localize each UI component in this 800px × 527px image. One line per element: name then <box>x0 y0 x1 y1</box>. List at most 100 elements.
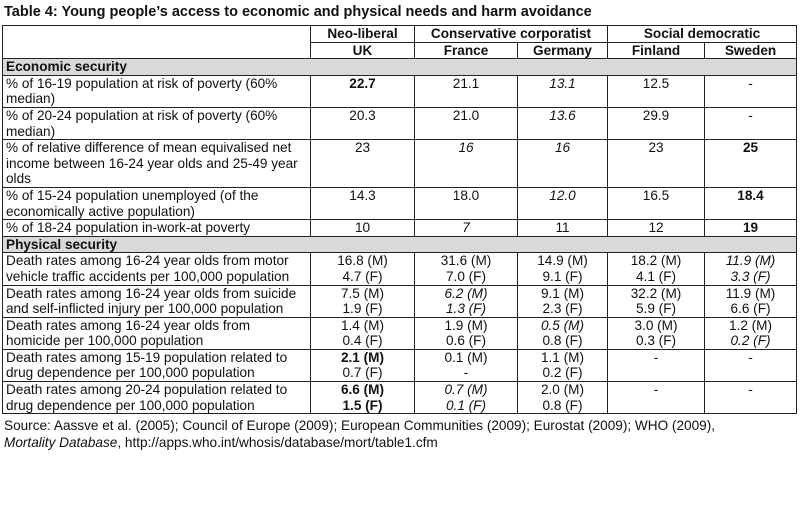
table-row: % of 20-24 population at risk of poverty… <box>2 106 798 141</box>
cell-france: 0.7 (M) 0.1 (F) <box>414 381 518 415</box>
source-database-name: Mortality Database <box>4 435 118 451</box>
value-female: 9.1 (F) <box>542 268 583 284</box>
table-row: Death rates among 16-24 year olds from m… <box>2 252 798 286</box>
header-group-conservative: Conservative corporatist <box>413 25 609 43</box>
cell-sweden: 25 <box>704 139 798 188</box>
cell-germany: 16 <box>516 139 609 188</box>
cell-france: 21.0 <box>414 106 518 141</box>
row-label: Death rates among 16-24 year olds from s… <box>2 284 311 318</box>
cell-sweden: 11.9 (M) 3.3 (F) <box>704 252 798 286</box>
cell-sweden: 1.2 (M) 0.2 (F) <box>704 316 798 350</box>
cell-finland: 3.0 (M) 0.3 (F) <box>607 316 706 350</box>
header-country-france: France <box>414 41 518 60</box>
value-male: 14.9 (M) <box>537 253 588 269</box>
cell-germany: 0.5 (M) 0.8 (F) <box>516 316 609 350</box>
value-male: 9.1 (M) <box>540 285 585 301</box>
value-female: 0.7 (F) <box>342 365 383 381</box>
cell-finland: 12.5 <box>607 74 706 108</box>
value-male: 18.2 (M) <box>630 253 682 269</box>
cell-sweden: 18.4 <box>704 186 798 221</box>
cell-sweden: - <box>704 106 798 141</box>
cell-uk: 23 <box>310 139 415 188</box>
value-male: 0.1 (M) <box>444 349 488 365</box>
row-label: Death rates among 15-19 population relat… <box>2 348 311 383</box>
cell-finland: 29.9 <box>607 106 706 141</box>
header-country-uk: UK <box>310 41 415 60</box>
cell-sweden: - <box>704 348 798 383</box>
cell-finland: 23 <box>607 139 706 188</box>
value-female: 0.3 (F) <box>636 333 677 349</box>
data-table: Neo-liberal Conservative corporatist Soc… <box>1 24 798 415</box>
cell-finland: 32.2 (M) 5.9 (F) <box>607 284 706 318</box>
cell-uk: 20.3 <box>310 106 415 141</box>
cell-germany: 12.0 <box>516 186 609 221</box>
cell-france: 16 <box>414 139 518 188</box>
value-male: 1.4 (M) <box>340 317 385 333</box>
value-female: 0.1 (F) <box>445 397 487 413</box>
cell-sweden: 11.9 (M) 6.6 (F) <box>704 284 798 318</box>
table-row: % of 16-19 population at risk of poverty… <box>2 74 798 108</box>
cell-france: 18.0 <box>414 186 518 221</box>
value-female: 5.9 (F) <box>636 301 677 317</box>
value-male: 2.0 (M) <box>540 382 585 398</box>
cell-germany: 13.1 <box>516 74 609 108</box>
value-male: 0.5 (M) <box>540 317 585 333</box>
cell-germany: 11 <box>516 219 609 237</box>
cell-uk: 6.6 (M) 1.5 (F) <box>310 381 415 415</box>
table-row: Death rates among 16-24 year olds from s… <box>2 284 798 318</box>
value-female: 4.7 (F) <box>342 268 383 284</box>
header-group-row: Neo-liberal Conservative corporatist Soc… <box>2 24 798 60</box>
value-male: 6.6 (M) <box>340 382 385 398</box>
cell-sweden: 19 <box>704 219 798 237</box>
value-female: 0.2 (F) <box>542 365 583 381</box>
cell-uk: 2.1 (M) 0.7 (F) <box>310 348 415 383</box>
value-female: 0.2 (F) <box>730 333 771 349</box>
value-male: 3.0 (M) <box>634 317 678 333</box>
value-female: 0.8 (F) <box>542 397 583 413</box>
section-label-economic: Economic security <box>1 58 798 76</box>
value-male: 1.9 (M) <box>444 317 488 333</box>
value-female: 4.1 (F) <box>636 268 677 284</box>
row-label: Death rates among 16-24 year olds from m… <box>2 252 311 286</box>
table-row: % of 18-24 population in-work-at poverty… <box>2 219 798 237</box>
row-label: % of 15-24 population unemployed (of the… <box>2 186 311 221</box>
source-prefix: Source: Aassve et al. (2005); Council of… <box>4 418 716 434</box>
section-row-economic: Economic security <box>1 58 798 76</box>
value-female: 6.6 (F) <box>730 301 771 317</box>
table-row: Death rates among 15-19 population relat… <box>2 348 798 383</box>
row-label: % of 16-19 population at risk of poverty… <box>2 74 311 108</box>
value-female: 1.5 (F) <box>342 397 383 413</box>
cell-france: 31.6 (M) 7.0 (F) <box>414 252 518 286</box>
cell-germany: 1.1 (M) 0.2 (F) <box>516 348 609 383</box>
value-female: 2.3 (F) <box>542 301 583 317</box>
value-female: 7.0 (F) <box>445 268 487 284</box>
source-note: Source: Aassve et al. (2005); Council of… <box>2 414 798 451</box>
cell-uk: 7.5 (M) 1.9 (F) <box>310 284 415 318</box>
table-row: % of 15-24 population unemployed (of the… <box>2 186 798 221</box>
row-label: % of relative difference of mean equival… <box>2 139 311 188</box>
cell-finland: - <box>607 381 706 415</box>
header-country-germany: Germany <box>516 41 609 60</box>
cell-finland: 16.5 <box>607 186 706 221</box>
value-female: - <box>463 365 469 381</box>
value-male: 31.6 (M) <box>440 253 492 269</box>
table-title: Table 4: Young people’s access to econom… <box>4 4 592 20</box>
cell-uk: 10 <box>310 219 415 237</box>
header-group-social-democratic: Social democratic <box>607 25 798 43</box>
header-group-neo-liberal: Neo-liberal <box>310 25 415 43</box>
cell-france: 1.9 (M) 0.6 (F) <box>414 316 518 350</box>
table-row: Death rates among 16-24 year olds from h… <box>2 316 798 350</box>
value-male: 1.2 (M) <box>728 317 773 333</box>
cell-france: 0.1 (M) - <box>414 348 518 383</box>
cell-uk: 1.4 (M) 0.4 (F) <box>310 316 415 350</box>
cell-uk: 22.7 <box>310 74 415 108</box>
cell-france: 21.1 <box>414 74 518 108</box>
header-country-sweden: Sweden <box>704 41 798 60</box>
source-link: , http://apps.who.int/whosis/database/mo… <box>117 435 438 451</box>
value-female: 0.6 (F) <box>445 333 487 349</box>
cell-france: 6.2 (M) 1.3 (F) <box>414 284 518 318</box>
section-label-physical: Physical security <box>1 235 798 254</box>
value-female: 1.3 (F) <box>445 301 487 317</box>
value-male: 32.2 (M) <box>630 285 682 301</box>
table-row: Death rates among 20-24 population relat… <box>2 381 798 415</box>
